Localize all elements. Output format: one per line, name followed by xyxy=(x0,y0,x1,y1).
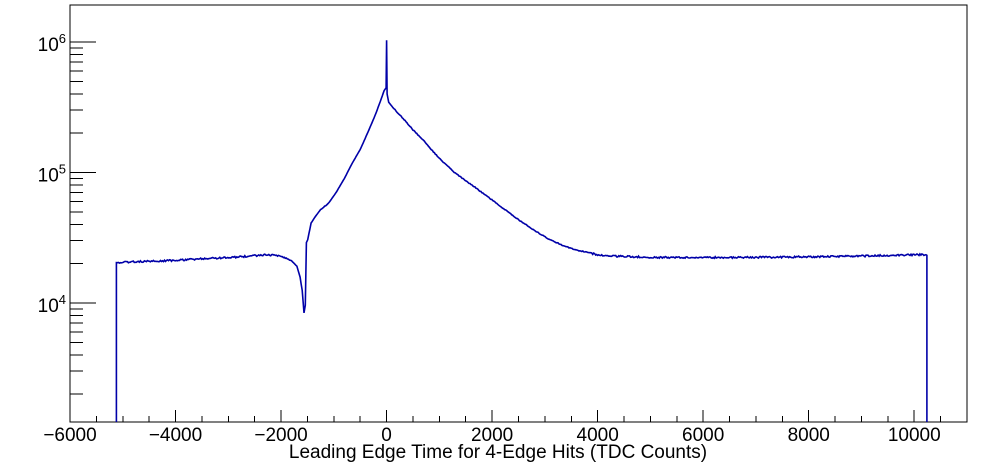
x-tick-label: 4000 xyxy=(577,425,619,446)
x-tick-label: 2000 xyxy=(471,425,513,446)
x-tick-label: 0 xyxy=(381,425,392,446)
x-tick-label: −6000 xyxy=(43,425,96,446)
x-tick-label: 8000 xyxy=(788,425,830,446)
x-tick-label: −2000 xyxy=(254,425,307,446)
x-axis-ticks xyxy=(95,410,942,422)
x-axis-title: Leading Edge Time for 4-Edge Hits (TDC C… xyxy=(288,442,708,463)
x-axis-tick-labels: −6000 −4000 −2000 0 2000 4000 6000 8000 10000 xyxy=(43,425,940,446)
histogram-curve xyxy=(115,40,928,422)
y-axis-ticks xyxy=(70,41,96,395)
y-tick-label: 104 xyxy=(38,292,66,317)
x-tick-label: −4000 xyxy=(149,425,202,446)
plot-frame xyxy=(69,4,968,423)
x-tick-label: 6000 xyxy=(682,425,724,446)
y-axis-tick-labels: 104 105 106 xyxy=(38,31,66,317)
y-tick-label: 106 xyxy=(38,31,66,56)
x-tick-label: 10000 xyxy=(888,425,941,446)
y-tick-label: 105 xyxy=(38,161,66,186)
